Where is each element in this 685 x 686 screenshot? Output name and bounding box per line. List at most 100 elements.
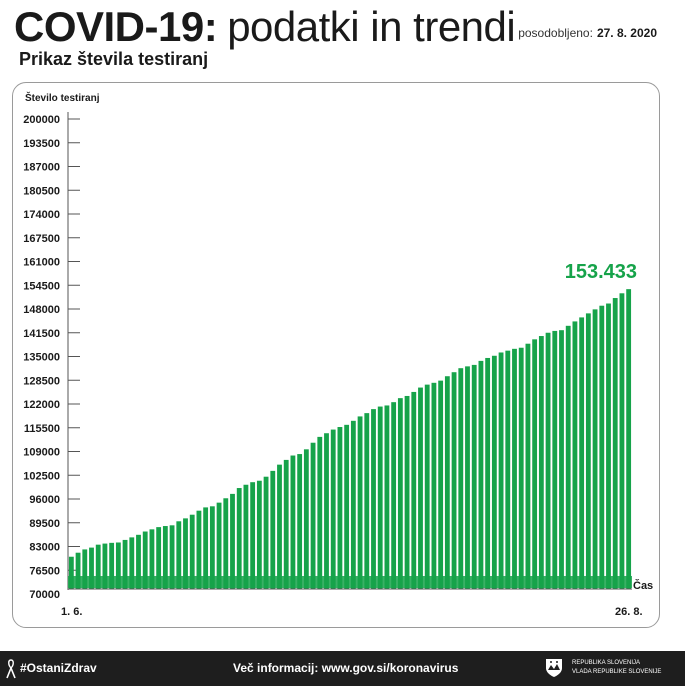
bar xyxy=(109,542,115,589)
y-tick-label: 193500 xyxy=(23,138,60,150)
government-line-2: Vlada Republike Slovenije xyxy=(572,669,662,675)
bar xyxy=(371,409,376,589)
bar xyxy=(256,480,262,589)
bar xyxy=(263,476,269,589)
y-tick-label: 122000 xyxy=(23,399,60,411)
bar xyxy=(162,526,168,589)
y-axis-ticks: 200000 193500 187000 180500 174000 167500 1610… xyxy=(23,114,80,601)
page-title-bold: COVID-19: xyxy=(14,3,218,50)
bar xyxy=(565,325,571,589)
bar xyxy=(397,398,403,589)
y-tick-label: 89500 xyxy=(29,518,60,530)
bar xyxy=(606,303,611,589)
bar xyxy=(236,488,242,589)
page-title-light: podatki in trendi xyxy=(227,3,516,50)
y-tick-label: 154500 xyxy=(23,280,60,292)
bar xyxy=(612,298,618,589)
x-first-label: 1. 6. xyxy=(61,606,82,618)
bar xyxy=(491,355,497,589)
bar xyxy=(243,484,249,589)
footer: #OstaniZdrav Več informacij: www.gov.si/… xyxy=(0,651,685,686)
bar xyxy=(572,321,578,589)
bar xyxy=(364,413,370,589)
bar xyxy=(209,506,215,589)
bar xyxy=(203,507,209,589)
bar xyxy=(357,416,363,589)
bar xyxy=(619,293,625,589)
bar-chart: Število testiranj 200000 193500 187000 1805… xyxy=(23,91,653,618)
bar xyxy=(283,459,289,589)
bar xyxy=(478,360,484,589)
bar xyxy=(559,330,564,589)
y-tick-label: 200000 xyxy=(23,114,60,126)
bar xyxy=(505,350,511,589)
y-tick-label: 167500 xyxy=(23,233,60,245)
bar xyxy=(330,429,336,589)
bar xyxy=(183,518,188,589)
bar xyxy=(270,470,276,589)
bar xyxy=(384,405,390,589)
bar xyxy=(196,510,202,589)
bar xyxy=(391,402,397,589)
more-info-link[interactable]: Več informacij: www.gov.si/koronavirus xyxy=(233,661,459,675)
bar xyxy=(451,372,457,589)
y-tick-label: 161000 xyxy=(23,257,60,269)
bar xyxy=(545,332,551,589)
bar xyxy=(599,305,605,589)
bar xyxy=(431,382,437,589)
y-tick-label: 70000 xyxy=(29,589,60,601)
bar xyxy=(592,309,598,589)
x-axis-label: Čas xyxy=(633,579,653,592)
baseline-band xyxy=(68,576,632,588)
bar xyxy=(68,556,74,589)
bar xyxy=(129,537,135,589)
bar xyxy=(532,339,538,589)
bar xyxy=(377,406,383,589)
bar xyxy=(317,436,323,589)
bar xyxy=(337,427,343,589)
bar xyxy=(465,366,470,589)
bar xyxy=(424,384,430,589)
header: COVID-19: podatki in trendi posodobljeno:… xyxy=(0,0,685,88)
bar xyxy=(444,376,450,589)
bar xyxy=(149,529,155,589)
ribbon-icon xyxy=(6,659,16,679)
bar xyxy=(250,482,256,589)
bar xyxy=(297,454,303,589)
bar xyxy=(579,317,585,589)
bar xyxy=(585,313,591,589)
updated-info: posodobljeno: 27. 8. 2020 xyxy=(518,26,657,40)
bar xyxy=(350,420,356,589)
updated-label: posodobljeno: xyxy=(518,26,593,40)
coat-of-arms-icon xyxy=(546,659,562,677)
updated-date: 27. 8. 2020 xyxy=(596,26,657,40)
y-tick-label: 109000 xyxy=(23,447,60,459)
government-text: Republika Slovenija Vlada Republike Slov… xyxy=(572,659,661,677)
bar xyxy=(411,391,417,589)
bar xyxy=(102,543,108,589)
latest-value-label: 153.433 xyxy=(565,261,637,283)
bar xyxy=(518,347,524,589)
bar xyxy=(498,352,504,589)
y-tick-label: 76500 xyxy=(29,565,60,577)
bar xyxy=(189,514,195,589)
bar xyxy=(303,449,309,589)
bar xyxy=(485,357,491,589)
bar xyxy=(230,493,235,589)
bar xyxy=(169,525,175,589)
hashtag-link[interactable]: #OstaniZdrav xyxy=(20,661,97,675)
government-line-1: Republika Slovenija xyxy=(572,660,641,666)
bar xyxy=(156,527,162,589)
y-tick-label: 96000 xyxy=(29,494,60,506)
y-tick-label: 102500 xyxy=(23,470,60,482)
bar xyxy=(89,547,94,589)
bar xyxy=(458,368,464,589)
y-tick-label: 174000 xyxy=(23,209,60,221)
bar xyxy=(324,433,329,589)
bar xyxy=(438,380,444,589)
y-tick-label: 135000 xyxy=(23,352,60,364)
bar xyxy=(404,395,410,589)
y-tick-label: 180500 xyxy=(23,185,60,197)
y-tick-label: 187000 xyxy=(23,162,60,174)
bar xyxy=(344,424,350,589)
